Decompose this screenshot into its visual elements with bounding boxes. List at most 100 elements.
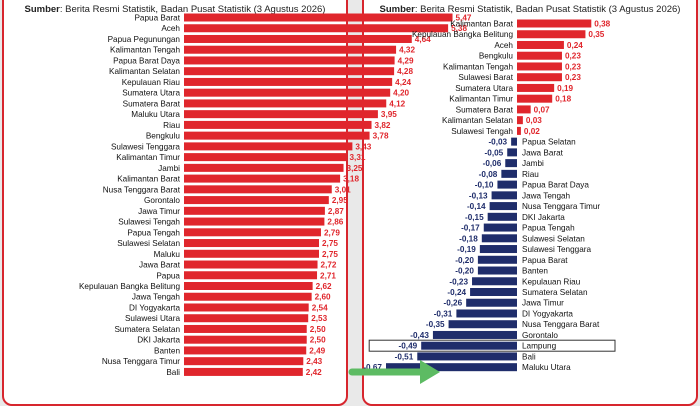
category-label: Aceh (161, 24, 180, 33)
right-source-note: Sumber: Berita Resmi Statistik, Badan Pu… (364, 4, 696, 15)
category-label: Nusa Tenggara Timur (102, 357, 180, 366)
value-label: -0,20 (455, 267, 474, 276)
value-label: 4,28 (397, 67, 413, 76)
category-label: Bali (166, 368, 180, 377)
value-label: 3,43 (355, 142, 371, 151)
category-label: Sumatera Utara (455, 84, 513, 93)
value-label: 2,72 (321, 261, 337, 270)
category-label: Jawa Barat (139, 261, 181, 270)
category-label: Nusa Tenggara Barat (522, 320, 600, 329)
bar (517, 83, 555, 92)
bar (386, 363, 517, 372)
value-label: 0,18 (555, 95, 571, 104)
value-label: -0,15 (465, 213, 484, 222)
value-label: 0,35 (588, 30, 604, 39)
right-source-text: : Berita Resmi Statistik, Badan Pusat St… (414, 4, 681, 15)
category-label: Bengkulu (479, 52, 514, 61)
bar (184, 324, 307, 333)
bar (489, 202, 517, 211)
category-label: Papua Tengah (127, 228, 180, 237)
bar (184, 142, 353, 151)
bar (517, 30, 586, 39)
category-label: Papua Tengah (522, 224, 575, 233)
bar (184, 120, 372, 129)
bar (184, 292, 312, 301)
bar (184, 174, 341, 183)
value-label: -0,51 (395, 352, 414, 361)
bar (184, 88, 391, 97)
value-label: 2,71 (320, 271, 336, 280)
bar (477, 255, 517, 264)
bar (517, 105, 531, 114)
bar (479, 245, 517, 254)
category-label: DKI Jakarta (522, 213, 565, 222)
category-label: Sulawesi Tenggara (111, 142, 180, 151)
category-label: Papua Selatan (522, 138, 576, 147)
bar (517, 51, 562, 60)
category-label: Papua Barat Daya (113, 56, 180, 65)
bar (184, 206, 325, 215)
category-label: Aceh (494, 41, 513, 50)
bar (184, 367, 303, 376)
bar (470, 288, 517, 296)
bar (184, 335, 307, 344)
category-label: Papua Barat Daya (522, 181, 589, 190)
value-label: 0,19 (557, 84, 573, 93)
value-label: -0,19 (457, 245, 476, 254)
category-label: DKI Jakarta (137, 336, 180, 345)
bar (184, 217, 325, 226)
value-label: 3,95 (381, 110, 397, 119)
category-label: Sumatera Selatan (522, 288, 588, 297)
right-source-label: Sumber (379, 4, 415, 15)
value-label: -0,49 (399, 342, 418, 351)
category-label: Sulawesi Selatan (522, 234, 585, 243)
category-label: Sumatera Barat (123, 99, 181, 108)
bar (497, 180, 517, 189)
value-label: 4,12 (389, 99, 405, 108)
category-label: Riau (522, 170, 539, 179)
category-label: Sulawesi Tengah (451, 127, 513, 136)
category-label: Sulawesi Selatan (117, 239, 180, 248)
value-label: 3,31 (349, 153, 365, 162)
value-label: 4,29 (398, 56, 414, 65)
bar (184, 346, 307, 355)
bar (517, 116, 523, 125)
bar (507, 148, 517, 157)
category-label: Sumatera Selatan (114, 325, 180, 334)
category-label: Sulawesi Barat (458, 73, 513, 82)
bar (184, 110, 378, 119)
bar (448, 320, 517, 329)
category-label: Banten (154, 346, 180, 355)
value-label: 0,23 (565, 73, 581, 82)
value-label: 3,25 (347, 164, 363, 173)
category-label: Kalimantan Timur (116, 153, 180, 162)
category-label: Sumatera Utara (122, 89, 180, 98)
bar (184, 77, 393, 86)
category-label: Maluku Utara (522, 363, 571, 372)
value-label: -0,67 (363, 363, 382, 372)
category-label: DI Yogyakarta (129, 303, 180, 312)
value-label: 2,75 (322, 239, 338, 248)
category-label: Maluku (154, 250, 181, 259)
category-label: Lampung (522, 342, 557, 351)
category-label: Bali (522, 352, 536, 361)
category-label: Riau (163, 121, 180, 130)
category-label: Gorontalo (522, 331, 558, 340)
category-label: Kalimantan Selatan (109, 67, 180, 76)
bar (517, 62, 562, 71)
category-label: Jawa Barat (522, 148, 564, 157)
value-label: 0,03 (526, 116, 542, 125)
bar (466, 298, 517, 307)
left-source-note: Sumber: Berita Resmi Statistik, Badan Pu… (4, 4, 346, 15)
bar (184, 67, 395, 76)
category-label: Bengkulu (146, 132, 181, 141)
bar (184, 271, 318, 280)
category-label: Kalimantan Timur (449, 95, 513, 104)
category-label: Papua Barat (522, 256, 568, 265)
value-label: 4,20 (393, 89, 409, 98)
value-label: 2,87 (328, 207, 344, 216)
bar (517, 126, 521, 135)
value-label: 4,32 (399, 46, 415, 55)
